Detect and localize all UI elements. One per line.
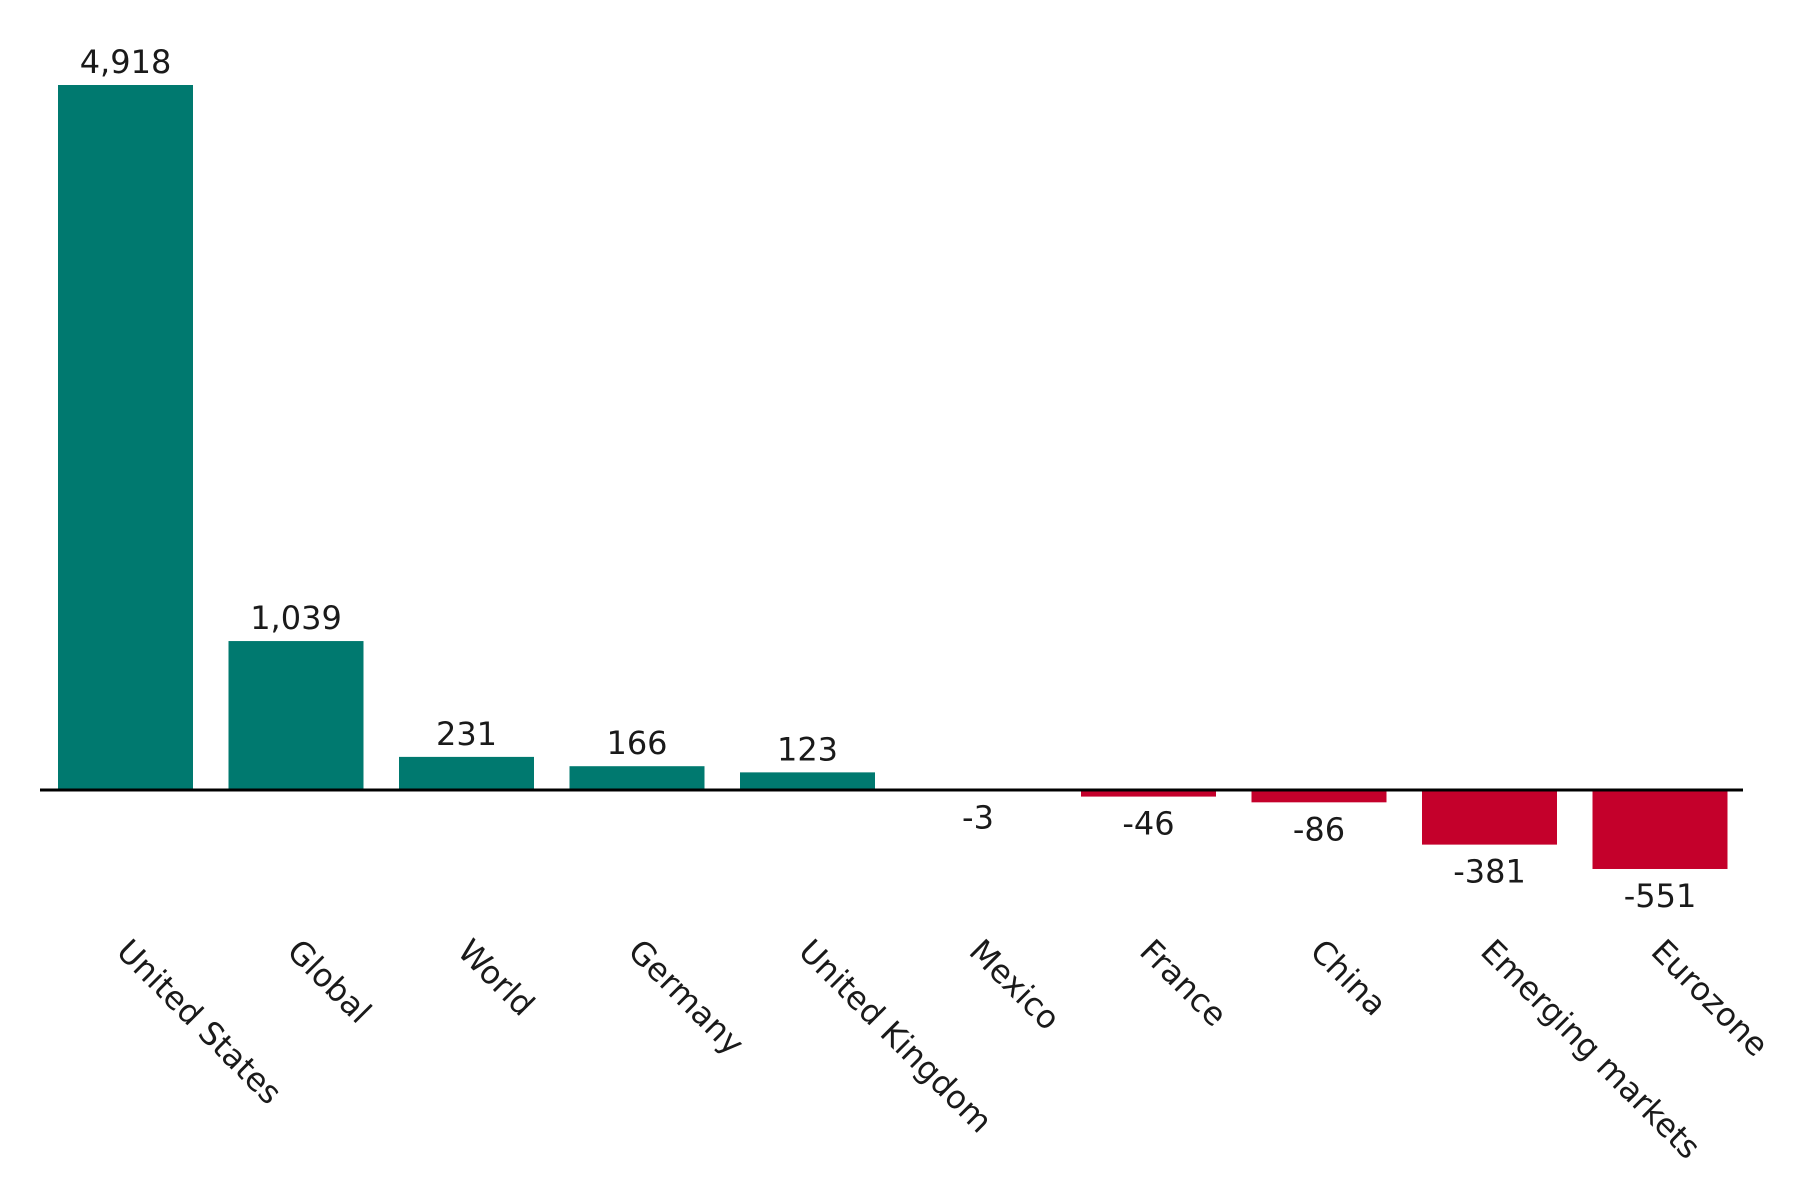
value-label-germany: 166 <box>606 724 667 762</box>
bar-global <box>228 641 364 790</box>
value-label-france: -46 <box>1122 805 1174 843</box>
tick-label-world: World <box>450 932 542 1024</box>
bar-china <box>1251 790 1387 803</box>
tick-label-eurozone: Eurozone <box>1644 932 1776 1064</box>
value-labels-group: 4,918 1,039 231 166 123 -3 -46 -86 -381 -551 <box>80 43 1697 915</box>
bar-united-kingdom <box>740 772 875 790</box>
tick-label-china: China <box>1303 932 1395 1024</box>
tick-label-mexico: Mexico <box>962 932 1068 1038</box>
value-label-global: 1,039 <box>250 599 342 637</box>
bar-world <box>399 756 534 790</box>
bar-eurozone <box>1592 790 1728 869</box>
value-label-united-states: 4,918 <box>80 43 172 81</box>
bar-emerging-markets <box>1422 790 1557 845</box>
value-label-united-kingdom: 123 <box>777 730 838 768</box>
value-label-emerging-markets: -381 <box>1453 853 1526 891</box>
bar-united-states <box>58 85 193 790</box>
tick-label-united-states: United States <box>109 932 289 1112</box>
bars-group <box>58 85 1728 869</box>
value-label-eurozone: -551 <box>1624 877 1697 915</box>
tick-label-germany: Germany <box>621 932 752 1063</box>
bar-france <box>1081 790 1216 797</box>
bar-germany <box>569 766 705 790</box>
value-label-china: -86 <box>1293 810 1345 848</box>
value-label-mexico: -3 <box>962 798 994 836</box>
value-label-world: 231 <box>436 715 497 753</box>
tick-label-global: Global <box>280 932 379 1031</box>
tick-label-france: France <box>1132 932 1234 1034</box>
